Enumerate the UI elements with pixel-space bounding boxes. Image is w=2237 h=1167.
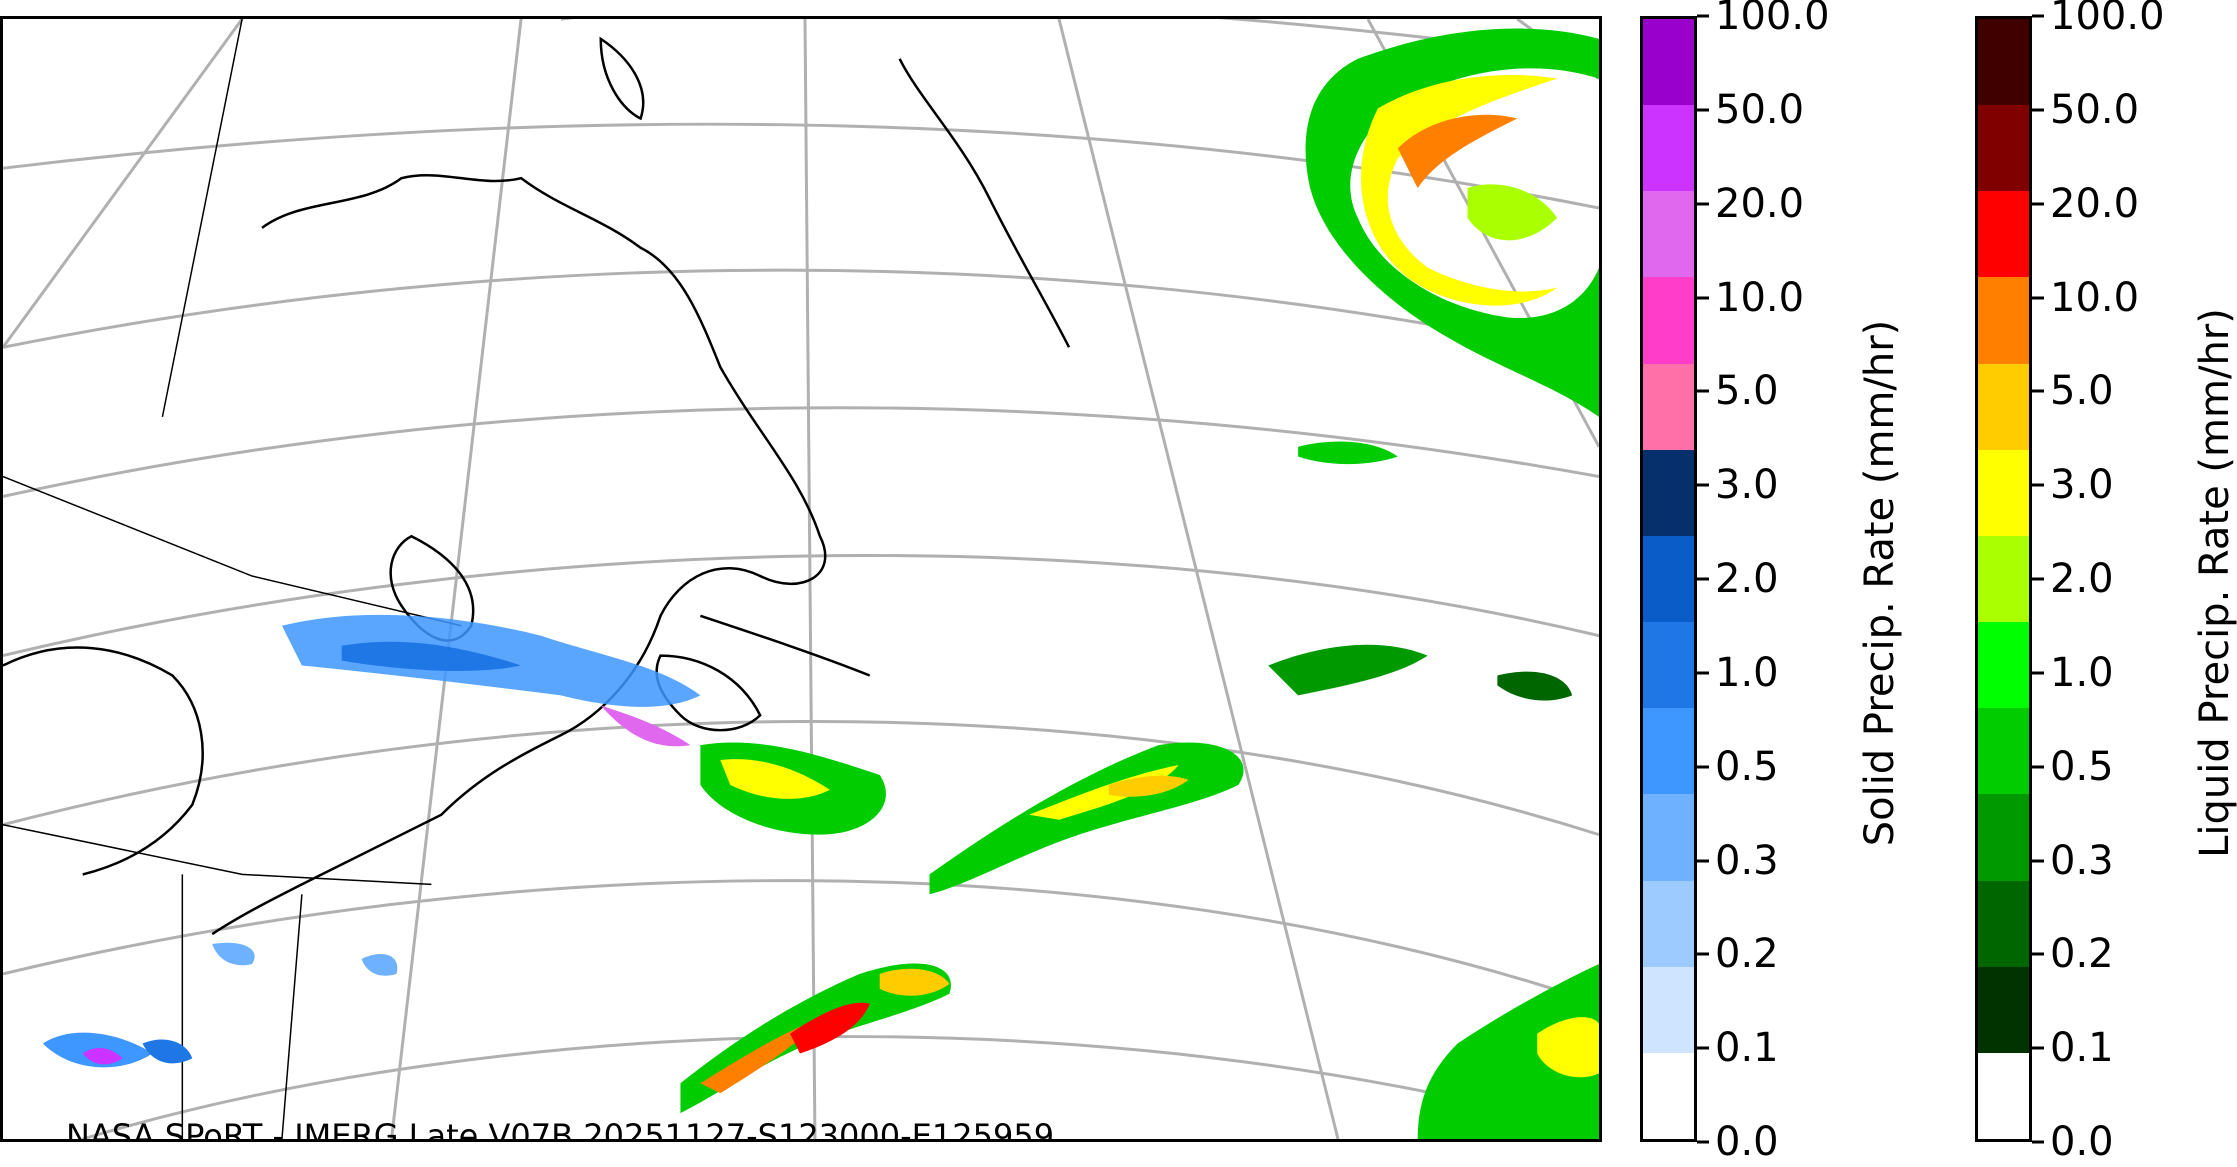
solid-colorbar-segment bbox=[1643, 18, 1694, 106]
solid-tick-label: 0.3 bbox=[1715, 837, 1779, 884]
solid-colorbar-title: Solid Precip. Rate (mm/hr) bbox=[1857, 319, 1903, 847]
liquid-tick-mark bbox=[2032, 483, 2044, 487]
liquid-tick-label: 0.3 bbox=[2050, 837, 2114, 884]
liquid-colorbar-segment bbox=[1978, 277, 2029, 364]
liquid-tick-mark bbox=[2032, 671, 2044, 675]
liquid-colorbar bbox=[1975, 16, 2032, 1142]
solid-colorbar-segment bbox=[1643, 966, 1694, 1053]
solid-tick-mark bbox=[1697, 765, 1709, 769]
liquid-colorbar-segment bbox=[1978, 105, 2029, 192]
solid-tick-label: 0.1 bbox=[1715, 1025, 1779, 1072]
solid-colorbar-segment bbox=[1643, 363, 1694, 450]
solid-tick-mark bbox=[1697, 389, 1709, 393]
solid-colorbar-segment bbox=[1643, 277, 1694, 364]
liquid-tick-mark bbox=[2032, 1046, 2044, 1050]
liquid-tick-mark bbox=[2032, 765, 2044, 769]
solid-tick-label: 0.5 bbox=[1715, 743, 1779, 790]
solid-colorbar-segment bbox=[1643, 880, 1694, 967]
solid-colorbar-segment bbox=[1643, 191, 1694, 278]
liquid-tick-label: 0.2 bbox=[2050, 931, 2114, 978]
map-canvas bbox=[3, 19, 1599, 1139]
solid-tick-mark bbox=[1697, 14, 1709, 18]
solid-tick-mark bbox=[1697, 577, 1709, 581]
solid-tick-label: 100.0 bbox=[1715, 0, 1830, 39]
solid-tick-mark bbox=[1697, 296, 1709, 299]
solid-tick-label: 50.0 bbox=[1715, 86, 1805, 133]
liquid-tick-label: 5.0 bbox=[2050, 368, 2114, 415]
solid-tick-mark bbox=[1697, 671, 1709, 675]
precip-map: NASA SPoRT - IMERG Late V07B 20251127-S1… bbox=[0, 16, 1602, 1142]
solid-colorbar-segment bbox=[1643, 105, 1694, 192]
solid-colorbar-segment bbox=[1643, 794, 1694, 881]
liquid-colorbar-segment bbox=[1978, 191, 2029, 278]
snow-precip bbox=[42, 614, 701, 1068]
solid-tick-label: 0.2 bbox=[1715, 931, 1779, 978]
solid-tick-mark bbox=[1697, 952, 1709, 956]
solid-tick-label: 5.0 bbox=[1715, 368, 1779, 415]
liquid-colorbar-segment bbox=[1978, 966, 2029, 1053]
solid-tick-label: 20.0 bbox=[1715, 180, 1805, 227]
liquid-tick-label: 1.0 bbox=[2050, 649, 2114, 696]
liquid-colorbar-segment bbox=[1978, 18, 2029, 106]
liquid-tick-mark bbox=[2032, 202, 2044, 206]
liquid-tick-label: 10.0 bbox=[2050, 274, 2140, 321]
solid-tick-label: 10.0 bbox=[1715, 274, 1805, 321]
liquid-tick-mark bbox=[2032, 108, 2044, 112]
solid-colorbar bbox=[1640, 16, 1697, 1142]
solid-tick-label: 3.0 bbox=[1715, 462, 1779, 509]
liquid-tick-mark bbox=[2032, 389, 2044, 393]
solid-tick-label: 1.0 bbox=[1715, 649, 1779, 696]
credit-text: NASA SPoRT - IMERG Late V07B 20251127-S1… bbox=[66, 1117, 1055, 1142]
liquid-tick-label: 100.0 bbox=[2050, 0, 2165, 39]
liquid-tick-label: 3.0 bbox=[2050, 462, 2114, 509]
liquid-tick-label: 0.0 bbox=[2050, 1119, 2114, 1165]
liquid-colorbar-segment bbox=[1978, 1052, 2029, 1139]
political-boundaries bbox=[3, 19, 462, 1139]
solid-tick-label: 0.0 bbox=[1715, 1119, 1779, 1165]
liquid-tick-mark bbox=[2032, 14, 2044, 18]
solid-colorbar-segment bbox=[1643, 708, 1694, 795]
liquid-colorbar-segment bbox=[1978, 880, 2029, 967]
liquid-tick-mark bbox=[2032, 296, 2044, 299]
rain-precip bbox=[680, 28, 1599, 1139]
coastlines bbox=[3, 36, 1071, 936]
liquid-colorbar-segment bbox=[1978, 794, 2029, 881]
liquid-colorbar-segment bbox=[1978, 535, 2029, 623]
liquid-tick-mark bbox=[2032, 1140, 2044, 1144]
liquid-tick-label: 2.0 bbox=[2050, 556, 2114, 602]
solid-tick-mark bbox=[1697, 1140, 1709, 1144]
liquid-colorbar-segment bbox=[1978, 708, 2029, 795]
liquid-tick-label: 0.1 bbox=[2050, 1025, 2114, 1072]
solid-tick-mark bbox=[1697, 108, 1709, 112]
liquid-tick-mark bbox=[2032, 577, 2044, 581]
solid-tick-mark bbox=[1697, 202, 1709, 206]
solid-tick-mark bbox=[1697, 859, 1709, 862]
liquid-tick-label: 50.0 bbox=[2050, 86, 2140, 133]
solid-colorbar-segment bbox=[1643, 449, 1694, 536]
liquid-tick-label: 20.0 bbox=[2050, 180, 2140, 227]
solid-colorbar-segment bbox=[1643, 1052, 1694, 1139]
liquid-colorbar-segment bbox=[1978, 363, 2029, 450]
solid-tick-mark bbox=[1697, 483, 1709, 487]
liquid-tick-mark bbox=[2032, 859, 2044, 862]
solid-tick-mark bbox=[1697, 1046, 1709, 1050]
liquid-colorbar-segment bbox=[1978, 622, 2029, 709]
solid-tick-label: 2.0 bbox=[1715, 556, 1779, 602]
solid-colorbar-segment bbox=[1643, 535, 1694, 623]
liquid-colorbar-segment bbox=[1978, 449, 2029, 536]
liquid-tick-mark bbox=[2032, 952, 2044, 956]
solid-colorbar-segment bbox=[1643, 622, 1694, 709]
liquid-tick-label: 0.5 bbox=[2050, 743, 2114, 790]
graticule bbox=[3, 19, 1599, 1139]
liquid-colorbar-title: Liquid Precip. Rate (mm/hr) bbox=[2192, 308, 2237, 858]
